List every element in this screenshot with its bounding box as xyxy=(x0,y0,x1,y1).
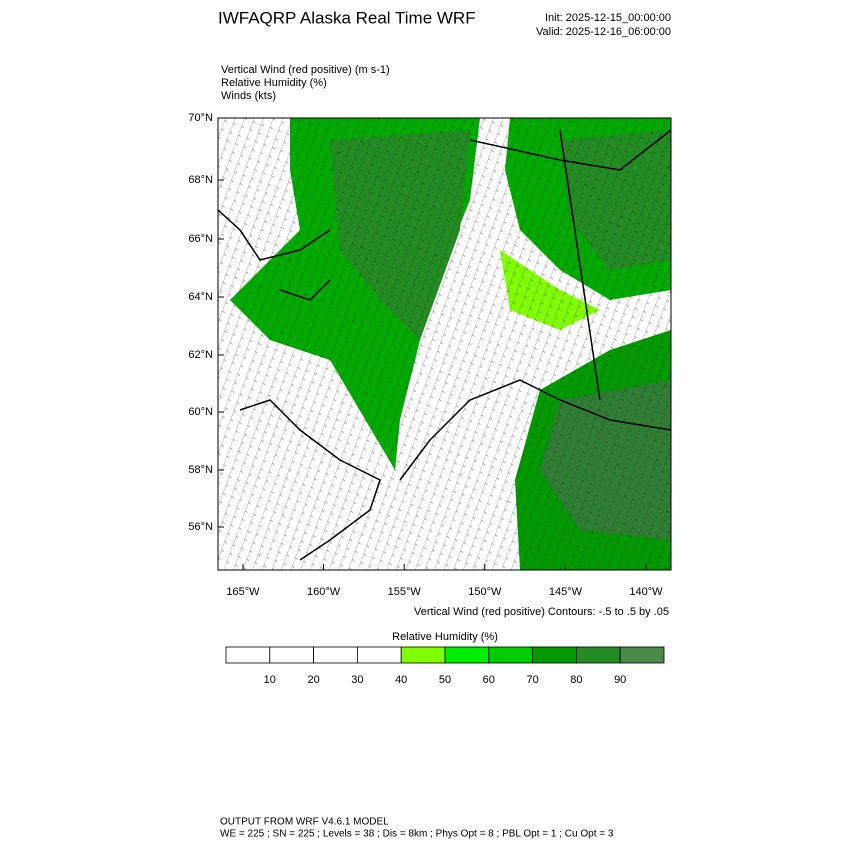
colorbar-box xyxy=(444,646,490,664)
footer-line: OUTPUT FROM WRF V4.6.1 MODEL xyxy=(220,817,389,828)
title: IWFAQRP Alaska Real Time WRF xyxy=(218,8,476,27)
colorbar: 10 20 30 40 50 60 70 80 90 xyxy=(225,646,665,686)
lat-label: 60°N xyxy=(188,406,213,418)
colorbar-box xyxy=(313,646,358,664)
colorbar-box xyxy=(488,646,533,664)
coastline xyxy=(218,129,671,561)
footer-line: WE = 225 ; SN = 225 ; Levels = 38 ; Dis … xyxy=(220,829,614,840)
field-label: Relative Humidity (%) xyxy=(221,77,327,89)
lat-label: 64°N xyxy=(188,291,213,303)
colorbar-box xyxy=(356,646,402,664)
lat-label: 58°N xyxy=(188,464,213,476)
colorbar-label: 90 xyxy=(614,674,626,686)
lat-label: 70°N xyxy=(188,112,213,124)
lon-label: 145°W xyxy=(549,586,583,598)
lat-label: 66°N xyxy=(188,233,213,245)
colorbar-box xyxy=(576,646,621,664)
field-label: Vertical Wind (red positive) (m s-1) xyxy=(221,64,390,76)
colorbar-label: 50 xyxy=(439,674,451,686)
colorbar-label: 40 xyxy=(395,674,407,686)
lon-label: 150°W xyxy=(468,586,502,598)
colorbar-label: 30 xyxy=(351,674,363,686)
colorbar-title: Relative Humidity (%) xyxy=(392,631,498,643)
colorbar-box xyxy=(619,646,665,664)
colorbar-label: 20 xyxy=(307,674,319,686)
map xyxy=(218,118,671,570)
colorbar-label: 10 xyxy=(264,674,276,686)
lat-label: 56°N xyxy=(188,521,213,533)
colorbar-label: 60 xyxy=(483,674,495,686)
colorbar-box xyxy=(225,646,271,664)
lon-label: 165°W xyxy=(226,586,260,598)
lon-label: 140°W xyxy=(629,586,663,598)
lat-label: 62°N xyxy=(188,349,213,361)
lat-label: 68°N xyxy=(188,174,213,186)
init-time: Init: 2025-12-15_00:00:00 xyxy=(545,12,671,24)
colorbar-label: 80 xyxy=(570,674,582,686)
lon-label: 155°W xyxy=(388,586,422,598)
colorbar-box xyxy=(400,646,446,664)
map-axes: 70°N 68°N 66°N 64°N 62°N 60°N 58°N 56°N 165°W 160… xyxy=(188,112,663,598)
contour-note: Vertical Wind (red positive) Contours: -… xyxy=(414,606,669,618)
colorbar-box xyxy=(532,646,577,664)
lon-label: 160°W xyxy=(307,586,341,598)
colorbar-box xyxy=(269,646,314,664)
field-label: Winds (kts) xyxy=(221,90,276,102)
colorbar-label: 70 xyxy=(526,674,538,686)
valid-time: Valid: 2025-12-16_06:00:00 xyxy=(536,26,671,38)
map-frame xyxy=(217,117,672,571)
field-list: Vertical Wind (red positive) (m s-1)Rela… xyxy=(221,64,390,102)
